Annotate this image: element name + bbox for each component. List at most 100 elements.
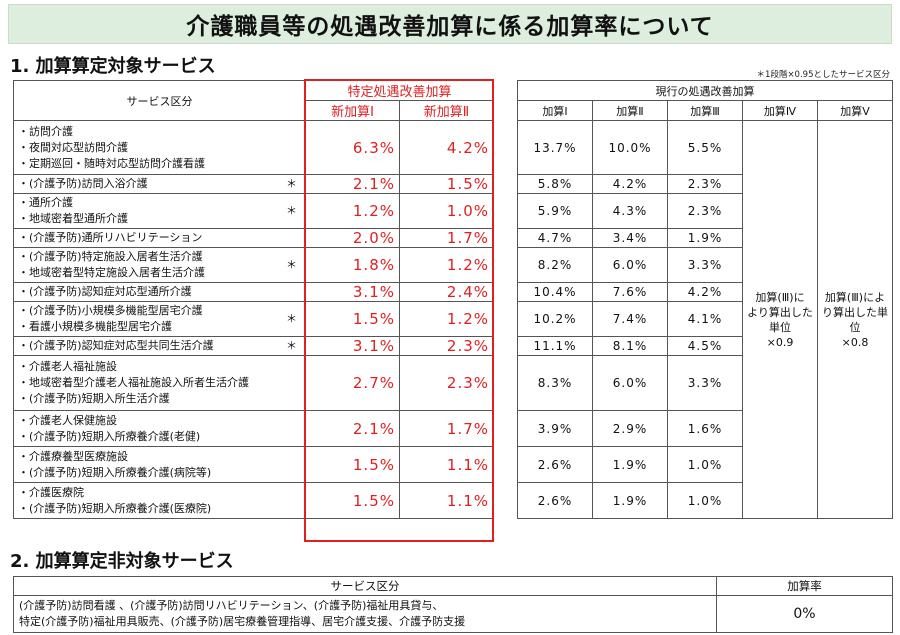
new-addition-2-value: 2.4% [398, 282, 495, 302]
addition-1-value: 10.2% [517, 301, 593, 337]
addition-2-value: 4.3% [592, 193, 668, 229]
table-row: ・介護老人福祉施設 ・地域密着型介護老人福祉施設入所者生活介護 ・(介護予防)短期入… [13, 355, 495, 411]
service-name-line: ・訪問介護 [18, 124, 73, 138]
special-improvement-header: 特定処遇改善加算 [304, 80, 495, 101]
addition-3-value: 3.3% [667, 355, 743, 411]
new-addition-1-value: 6.3% [305, 120, 400, 175]
service-name-line: ・(介護予防)認知症対応型共同生活介護 [18, 339, 214, 352]
section-heading-target: 1. 加算算定対象サービス [10, 56, 216, 77]
table-row: 10.4% 7.6% 4.2% [517, 282, 893, 302]
service-name-cell: ・(介護予防)訪問入浴介護 ＊ [13, 174, 306, 194]
bottom-service-line: 特定(介護予防)福祉用具販売、(介護予防)居宅療養管理指導、居宅介護支援、介護予… [19, 615, 466, 628]
new-addition-2-value: 4.2% [398, 120, 495, 175]
table-row: ・(介護予防)通所リハビリテーション 2.0% 1.7% [13, 228, 495, 248]
new-addition-1-header: 新加算Ⅰ [305, 100, 400, 121]
table-row: ・介護療養型医療施設 ・(介護予防)短期入所療養介護(病院等) 1.5% 1.1% [13, 446, 495, 483]
addition-3-value: 1.9% [667, 228, 743, 248]
addition-1-value: 2.6% [517, 482, 593, 519]
addition-1-value: 10.4% [517, 282, 593, 302]
table-row: 2.6% 1.9% 1.0% [517, 482, 893, 519]
service-name-cell: ・介護老人保健施設 ・(介護予防)短期入所療養介護(老健) [13, 410, 306, 447]
addition-3-value: 1.0% [667, 446, 743, 483]
service-name-cell: ・(介護予防)認知症対応型共同生活介護 ＊ [13, 336, 306, 356]
table-row: ・(介護予防)認知症対応型通所介護 3.1% 2.4% [13, 282, 495, 302]
addition-4-note-line: より算出した [747, 305, 813, 319]
service-name-line: ・(介護予防)短期入所療養介護(病院等) [18, 465, 212, 479]
service-name-cell: ・(介護予防)特定施設入居者生活介護 ・地域密着型特定施設入居者生活介護 ＊ [13, 247, 306, 283]
asterisk-mark: ＊ [286, 258, 297, 271]
addition-4-note-line: 加算(Ⅲ)に [755, 290, 805, 304]
target-services-table: サービス区分 特定処遇改善加算 新加算Ⅰ 新加算Ⅱ ・訪問介護 ・夜間対応型訪問介… [13, 80, 495, 519]
addition-1-value: 8.2% [517, 247, 593, 283]
service-name-line: ・(介護予防)小規模多機能型居宅介護 [18, 304, 203, 317]
asterisk-mark: ＊ [286, 339, 297, 352]
addition-3-value: 4.1% [667, 301, 743, 337]
new-addition-2-value: 1.0% [398, 193, 495, 229]
table-row: 4.7% 3.4% 1.9% [517, 228, 893, 248]
addition-2-value: 6.0% [592, 355, 668, 411]
table-row: ・介護老人保健施設 ・(介護予防)短期入所療養介護(老健) 2.1% 1.7% [13, 410, 495, 447]
service-name-line: ・(介護予防)通所リハビリテーション [18, 231, 203, 244]
bottom-service-line: (介護予防)訪問看護 、(介護予防)訪問リハビリテーション、(介護予防)福祉用具… [19, 599, 444, 612]
table-row: 8.3% 6.0% 3.3% [517, 355, 893, 411]
addition-3-value: 1.0% [667, 482, 743, 519]
new-addition-1-value: 1.5% [305, 301, 400, 337]
service-name-cell: ・(介護予防)認知症対応型通所介護 [13, 282, 306, 302]
bottom-service-cell: (介護予防)訪問看護 、(介護予防)訪問リハビリテーション、(介護予防)福祉用具… [13, 595, 717, 633]
section-heading-non-target: 2. 加算算定非対象サービス [10, 551, 234, 572]
service-name-cell: ・介護療養型医療施設 ・(介護予防)短期入所療養介護(病院等) [13, 446, 306, 483]
new-addition-1-value: 1.5% [305, 482, 400, 519]
addition-2-value: 2.9% [592, 410, 668, 447]
addition-4-note-line: ×0.9 [766, 335, 794, 349]
addition-3-value: 2.3% [667, 193, 743, 229]
addition-1-header: 加算Ⅰ [517, 100, 593, 121]
addition-5-note-line: 加算(Ⅲ)によ [824, 290, 886, 304]
table-row: ・(介護予防)認知症対応型共同生活介護 ＊ 3.1% 2.3% [13, 336, 495, 356]
service-name-line: ・(介護予防)短期入所療養介護(医療院) [18, 501, 212, 515]
addition-2-value: 8.1% [592, 336, 668, 356]
new-addition-2-value: 2.3% [398, 355, 495, 411]
asterisk-mark: ＊ [286, 204, 297, 217]
service-name-line: ・地域密着型特定施設入居者生活介護 [18, 266, 205, 279]
addition-3-value: 3.3% [667, 247, 743, 283]
addition-3-value: 4.2% [667, 282, 743, 302]
service-name-line: ・通所介護 [18, 196, 73, 209]
title-banner: 介護職員等の処遇改善加算に係る加算率について [8, 4, 892, 44]
service-name-cell: ・(介護予防)小規模多機能型居宅介護 ・看護小規模多機能型居宅介護 ＊ [13, 301, 306, 337]
new-addition-1-value: 3.1% [305, 336, 400, 356]
addition-4-note: 加算(Ⅲ)に より算出した 単位 ×0.9 [742, 120, 818, 519]
new-addition-1-value: 2.0% [305, 228, 400, 248]
table-row: ・(介護予防)訪問入浴介護 ＊ 2.1% 1.5% [13, 174, 495, 194]
asterisk-mark: ＊ [286, 312, 297, 325]
table-row: 5.9% 4.3% 2.3% [517, 193, 893, 229]
service-name-line: ・夜間対応型訪問介護 [18, 140, 128, 154]
addition-5-note-line: り算出した単 [822, 305, 888, 319]
new-addition-1-value: 1.2% [305, 193, 400, 229]
service-name-line: ・介護老人福祉施設 [18, 360, 117, 373]
addition-5-note: 加算(Ⅲ)によ り算出した単位 ×0.8 [817, 120, 893, 519]
page-title: 介護職員等の処遇改善加算に係る加算率について [186, 14, 714, 40]
addition-2-value: 7.4% [592, 301, 668, 337]
addition-2-value: 6.0% [592, 247, 668, 283]
new-addition-2-value: 1.7% [398, 410, 495, 447]
table-row: ・(介護予防)小規模多機能型居宅介護 ・看護小規模多機能型居宅介護 ＊ 1.5% 1.2… [13, 301, 495, 337]
table-row: 11.1% 8.1% 4.5% [517, 336, 893, 356]
addition-3-header: 加算Ⅲ [667, 100, 743, 121]
addition-1-value: 11.1% [517, 336, 593, 356]
addition-2-value: 3.4% [592, 228, 668, 248]
new-addition-2-value: 1.7% [398, 228, 495, 248]
asterisk-mark: ＊ [286, 177, 297, 190]
addition-5-note-line: 位 [849, 320, 861, 334]
new-addition-2-value: 1.2% [398, 301, 495, 337]
current-improvement-header: 現行の処遇改善加算 [517, 80, 893, 101]
service-name-line: ・(介護予防)短期入所療養介護(老健) [18, 429, 201, 443]
table-row: ・通所介護 ・地域密着型通所介護 ＊ 1.2% 1.0% [13, 193, 495, 229]
addition-2-value: 7.6% [592, 282, 668, 302]
footnote-mark-legend: ＊1段階×0.95としたサービス区分 [756, 70, 890, 80]
service-name-cell: ・介護医療院 ・(介護予防)短期入所療養介護(医療院) [13, 482, 306, 519]
new-addition-1-value: 3.1% [305, 282, 400, 302]
new-addition-2-value: 1.5% [398, 174, 495, 194]
new-addition-1-value: 1.5% [305, 446, 400, 483]
new-addition-1-value: 1.8% [305, 247, 400, 283]
addition-5-note-line: ×0.8 [841, 335, 869, 349]
